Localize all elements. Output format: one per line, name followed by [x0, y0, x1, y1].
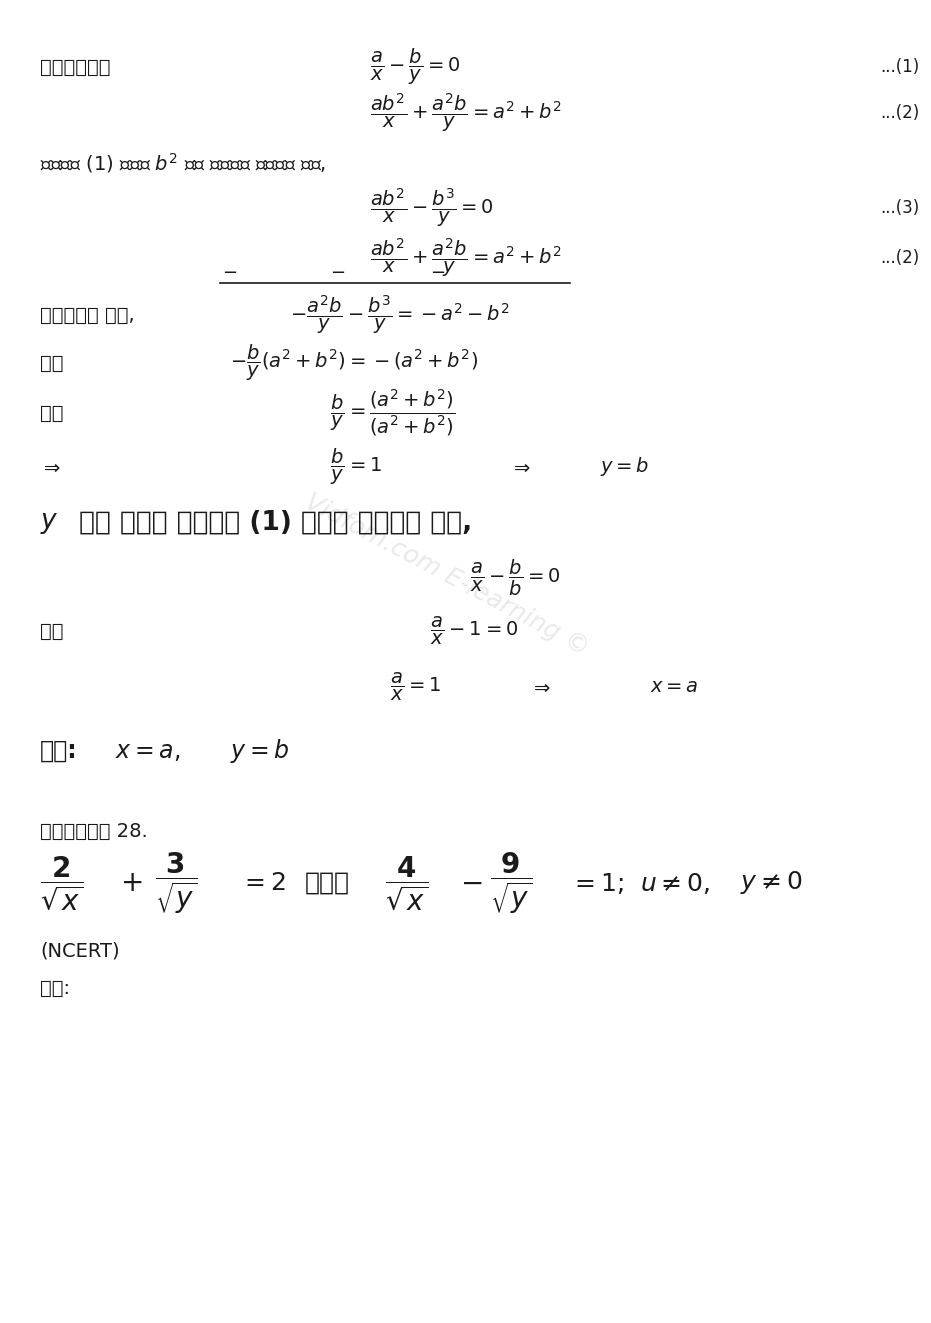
Text: $\dfrac{a}{x} - \dfrac{b}{b} = 0$: $\dfrac{a}{x} - \dfrac{b}{b} = 0$: [470, 558, 560, 598]
Text: $\dfrac{a}{x} = 1$: $\dfrac{a}{x} = 1$: [390, 671, 441, 703]
Text: ...(2): ...(2): [880, 105, 919, 122]
Text: $u \neq 0,$: $u \neq 0,$: [640, 871, 710, 896]
Text: $x = a,$: $x = a,$: [115, 740, 181, 763]
Text: $-$: $-$: [330, 262, 345, 280]
Text: $-\dfrac{b}{y}(a^2 + b^2) = -(a^2 + b^2)$: $-\dfrac{b}{y}(a^2 + b^2) = -(a^2 + b^2)…: [230, 343, 478, 384]
Text: $y = b$: $y = b$: [230, 737, 290, 765]
Text: घटाने पर,: घटाने पर,: [40, 306, 135, 324]
Text: $\dfrac{ab^2}{x} + \dfrac{a^2b}{y} = a^2 + b^2$: $\dfrac{ab^2}{x} + \dfrac{a^2b}{y} = a^2…: [370, 91, 561, 135]
Text: $x = a$: $x = a$: [650, 677, 698, 696]
Text: $\dfrac{\mathbf{4}}{\sqrt{x}}$: $\dfrac{\mathbf{4}}{\sqrt{x}}$: [385, 855, 428, 912]
Text: या: या: [40, 622, 63, 640]
Text: हल:: हल:: [40, 979, 70, 998]
Text: $\dfrac{a}{x} - \dfrac{b}{y} = 0$: $\dfrac{a}{x} - \dfrac{b}{y} = 0$: [370, 46, 461, 87]
Text: $= 1;$: $= 1;$: [570, 871, 624, 896]
Text: अत:: अत:: [40, 740, 77, 763]
Text: ...(1): ...(1): [880, 58, 919, 75]
Text: Vidfom.com E-learning ©: Vidfom.com E-learning ©: [301, 491, 593, 660]
Text: $\Rightarrow$: $\Rightarrow$: [510, 458, 532, 476]
Text: $\dfrac{b}{y} = 1$: $\dfrac{b}{y} = 1$: [330, 447, 382, 487]
Text: $y \neq 0$: $y \neq 0$: [740, 869, 803, 897]
Text: $\dfrac{ab^2}{x} - \dfrac{b^3}{y} = 0$: $\dfrac{ab^2}{x} - \dfrac{b^3}{y} = 0$: [370, 187, 493, 229]
Text: $\dfrac{\mathbf{3}}{\sqrt{y}}$: $\dfrac{\mathbf{3}}{\sqrt{y}}$: [155, 851, 197, 916]
Text: $\dfrac{\mathbf{9}}{\sqrt{y}}$: $\dfrac{\mathbf{9}}{\sqrt{y}}$: [490, 851, 533, 916]
Text: ...(3): ...(3): [880, 198, 919, 217]
Text: $y$: $y$: [40, 509, 59, 536]
Text: $\Rightarrow$: $\Rightarrow$: [530, 677, 551, 696]
Text: $= 2$: $= 2$: [240, 871, 286, 894]
Text: $-\dfrac{a^2b}{y} - \dfrac{b^3}{y} = -a^2 - b^2$: $-\dfrac{a^2b}{y} - \dfrac{b^3}{y} = -a^…: [290, 294, 509, 336]
Text: $\Rightarrow$: $\Rightarrow$: [40, 458, 61, 476]
Text: या: या: [40, 353, 63, 373]
Text: या: या: [40, 404, 63, 422]
Text: $y = b$: $y = b$: [600, 455, 650, 479]
Text: $\dfrac{a}{x} - 1 = 0$: $\dfrac{a}{x} - 1 = 0$: [430, 615, 519, 647]
Text: तथा: तथा: [305, 871, 350, 894]
Text: $\dfrac{\mathbf{2}}{\sqrt{x}}$: $\dfrac{\mathbf{2}}{\sqrt{x}}$: [40, 855, 83, 912]
Text: समीकरण: समीकरण: [40, 57, 111, 77]
Text: का मान समी। (1) में रखने पर,: का मान समी। (1) में रखने पर,: [70, 509, 472, 536]
Text: प्रश्न 28.: प्रश्न 28.: [40, 822, 148, 840]
Text: (NCERT): (NCERT): [40, 942, 119, 960]
Text: $-$: $-$: [460, 869, 482, 897]
Text: समी। (1) में $b^2$ से गुणा करने पर,: समी। (1) में $b^2$ से गुणा करने पर,: [40, 151, 326, 175]
Text: $-$: $-$: [222, 262, 237, 280]
Text: $-$: $-$: [430, 262, 445, 280]
Text: $+$: $+$: [120, 869, 142, 897]
Text: $\dfrac{b}{y} = \dfrac{(a^2+b^2)}{(a^2+b^2)}$: $\dfrac{b}{y} = \dfrac{(a^2+b^2)}{(a^2+b…: [330, 388, 455, 438]
Text: $\dfrac{ab^2}{x} + \dfrac{a^2b}{y} = a^2 + b^2$: $\dfrac{ab^2}{x} + \dfrac{a^2b}{y} = a^2…: [370, 237, 561, 279]
Text: ...(2): ...(2): [880, 249, 919, 267]
